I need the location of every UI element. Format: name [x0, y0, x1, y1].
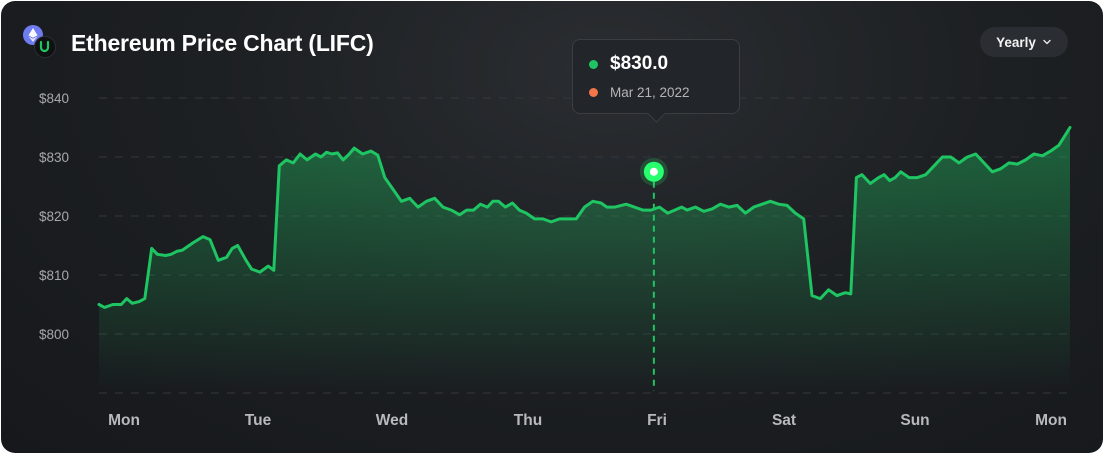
tooltip-value-row: $830.0 [589, 53, 739, 75]
price-line [97, 126, 1072, 309]
x-tick-label: Sun [900, 412, 929, 429]
y-tick-label: $810 [39, 268, 69, 283]
price-area [99, 127, 1070, 391]
coin-logo [23, 25, 59, 61]
date-dot [589, 88, 598, 97]
chart-header: Ethereum Price Chart (LIFC) [23, 25, 374, 61]
chevron-down-icon [1043, 39, 1051, 45]
x-axis: Mon Tue Wed Thu Fri Sat Sun Mon [108, 412, 1067, 429]
highlight-marker-core [649, 167, 658, 176]
x-tick-label: Mon [108, 412, 140, 429]
period-dropdown[interactable]: Yearly [980, 27, 1068, 57]
x-tick-label: Mon [1035, 412, 1067, 429]
lifc-icon [34, 36, 56, 58]
x-tick-label: Sat [772, 412, 796, 429]
x-tick-label: Thu [514, 412, 542, 429]
y-axis: $840 $830 $820 $810 $800 [39, 91, 69, 342]
y-tick-label: $840 [39, 91, 69, 106]
x-tick-label: Wed [376, 412, 408, 429]
value-dot [589, 59, 598, 69]
x-tick-label: Tue [245, 412, 272, 429]
y-tick-label: $800 [39, 327, 69, 342]
tooltip-value: $830.0 [610, 53, 669, 74]
y-tick-label: $820 [39, 209, 69, 224]
y-tick-label: $830 [39, 150, 69, 165]
tooltip-date: Mar 21, 2022 [610, 85, 690, 100]
price-tooltip: $830.0 Mar 21, 2022 [572, 39, 740, 114]
x-tick-label: Fri [647, 412, 667, 429]
chart-title: Ethereum Price Chart (LIFC) [71, 29, 374, 56]
tooltip-date-row: Mar 21, 2022 [589, 85, 739, 100]
period-label: Yearly [996, 34, 1036, 50]
